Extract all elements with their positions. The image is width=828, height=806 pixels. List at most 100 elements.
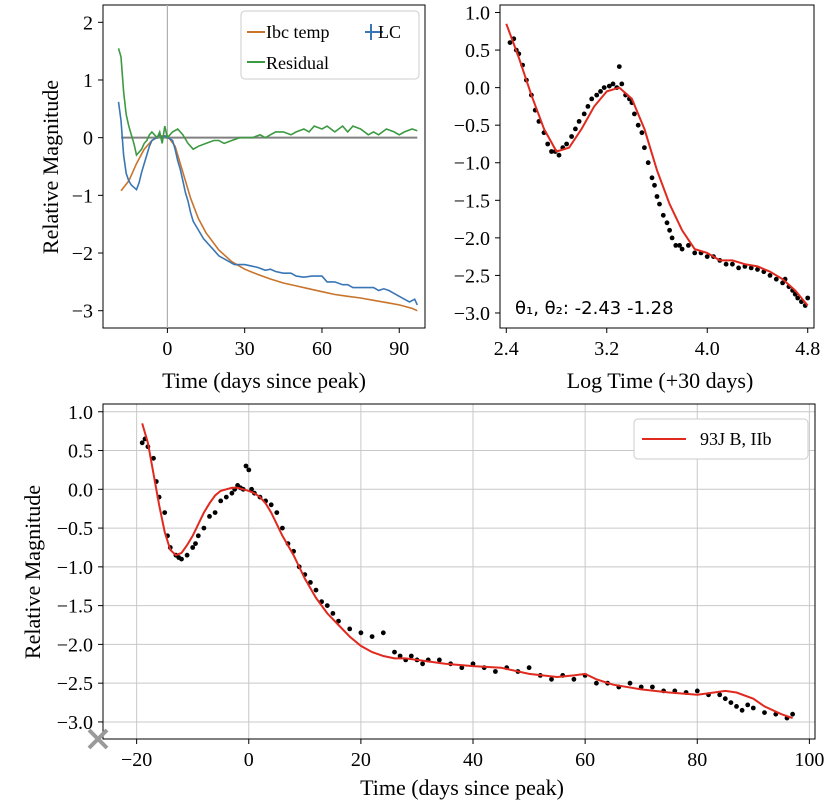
lc-line xyxy=(117,101,419,306)
panel-a-xtick-label: 30 xyxy=(235,338,255,360)
panel-b-ytick-label: 1.0 xyxy=(465,3,490,25)
data-point xyxy=(193,541,198,546)
data-point xyxy=(549,676,554,682)
panel-c-ytick-label: 0.0 xyxy=(68,479,93,501)
data-point xyxy=(408,653,414,659)
data-point xyxy=(649,175,655,181)
data-point xyxy=(347,626,353,632)
fit-line xyxy=(505,23,809,307)
panel-c-ytick-label: −2.5 xyxy=(57,673,93,695)
data-point xyxy=(594,680,599,686)
data-point xyxy=(324,603,330,608)
data-point xyxy=(556,152,562,158)
data-point xyxy=(212,510,218,515)
data-point xyxy=(686,243,691,248)
data-point xyxy=(734,704,739,709)
data-point xyxy=(748,265,754,271)
panel-c-ytick-label: −0.5 xyxy=(57,518,93,540)
x-marker-icon xyxy=(87,728,109,750)
data-point xyxy=(274,510,280,515)
data-point xyxy=(545,141,551,147)
panel-c-ylabel: Relative Magnitude xyxy=(20,485,45,659)
panel-b-xtick-label: 4.8 xyxy=(795,338,820,360)
data-point xyxy=(795,295,801,301)
data-point xyxy=(330,611,336,616)
data-point xyxy=(526,665,532,671)
panel-b-ytick-label: −2.0 xyxy=(454,228,490,250)
data-point xyxy=(223,494,229,500)
data-point xyxy=(694,688,700,694)
data-point xyxy=(594,92,600,98)
data-point xyxy=(420,661,425,667)
panel-c-ytick-label: −3.0 xyxy=(57,712,93,734)
panel-b-ytick-label: −1.0 xyxy=(454,153,490,175)
data-point xyxy=(616,64,622,69)
data-point xyxy=(750,705,756,711)
panel-b-ytick-label: −0.5 xyxy=(454,115,490,137)
data-point xyxy=(679,246,685,252)
data-point xyxy=(677,243,682,248)
data-point xyxy=(717,692,723,698)
data-point xyxy=(790,711,795,717)
data-point xyxy=(606,83,612,89)
panel-c-ytick-label: −1.0 xyxy=(57,557,93,579)
data-point xyxy=(657,201,662,207)
data-point xyxy=(201,525,207,531)
data-point xyxy=(179,556,184,562)
panel-c-legend: 93J B, IIb xyxy=(633,418,809,460)
data-point xyxy=(459,665,465,671)
panel-b-ytick-label: 0.0 xyxy=(465,78,490,100)
data-point xyxy=(619,81,625,87)
panel-c-ytick-label: 1.0 xyxy=(68,402,93,424)
panel-a-ytick-label: 1 xyxy=(83,70,93,92)
legend-label-ibc: Ibc temp xyxy=(266,22,329,42)
data-point xyxy=(184,552,190,558)
panel-a-ytick-label: −2 xyxy=(72,243,93,265)
data-point xyxy=(369,634,375,639)
data-point xyxy=(336,618,341,624)
panel-c-ytick-label: −1.5 xyxy=(57,596,93,618)
panel-a-legend: Ibc temp LC Residual xyxy=(240,10,420,80)
data-point xyxy=(669,235,675,241)
data-point xyxy=(569,134,574,139)
panel-b-ytick-label: −3.0 xyxy=(454,303,490,325)
data-point xyxy=(745,702,751,708)
data-point xyxy=(673,243,679,248)
panel-a-ytick-label: −1 xyxy=(72,185,93,207)
data-point xyxy=(246,467,252,473)
data-point xyxy=(313,587,319,593)
panel-a-series xyxy=(117,48,419,312)
panel-b-ticks: 2.4 3.2 4.0 4.8 1.0 0.5 0.0 −0.5 −1.0 −1.5 −2.0 −2.… xyxy=(454,3,821,360)
data-point xyxy=(280,525,285,531)
panel-b-ytick-label: −1.5 xyxy=(454,190,490,212)
legend-box xyxy=(240,10,420,80)
data-point xyxy=(650,684,655,690)
data-point xyxy=(392,649,397,655)
data-point xyxy=(358,630,364,636)
data-point xyxy=(755,267,760,272)
legend-box xyxy=(633,418,809,460)
panel-b-xlabel: Log Time (+30 days) xyxy=(567,368,754,393)
panel-b-annotation: θ₁, θ₂: -2.43 -1.28 xyxy=(515,298,674,319)
panel-b-xtick-label: 4.0 xyxy=(695,338,720,360)
panel-c-ticks: −20 0 20 40 60 80 100 1.0 0.5 0.0 −0.5 −1.0 −1.5 −2.0… xyxy=(57,402,825,771)
data-point xyxy=(598,89,603,94)
data-point xyxy=(660,212,666,218)
data-point xyxy=(736,265,741,271)
panel-c-xlabel: Time (days since peak) xyxy=(360,775,564,800)
panel-c-xtick-label: 0 xyxy=(244,749,254,771)
data-point xyxy=(243,463,249,469)
panel-a-ylabel: Relative Magnitude xyxy=(38,80,63,254)
ibc-temp-line xyxy=(120,135,418,312)
data-point xyxy=(632,111,637,117)
panel-b-xtick-label: 3.2 xyxy=(594,338,619,360)
panel-c-xtick-label: 60 xyxy=(575,749,595,771)
data-point xyxy=(507,40,513,45)
data-point xyxy=(218,498,224,504)
data-point xyxy=(805,295,811,301)
panel-b-ytick-label: 0.5 xyxy=(465,40,490,62)
data-point xyxy=(268,502,274,508)
data-point xyxy=(493,669,498,674)
